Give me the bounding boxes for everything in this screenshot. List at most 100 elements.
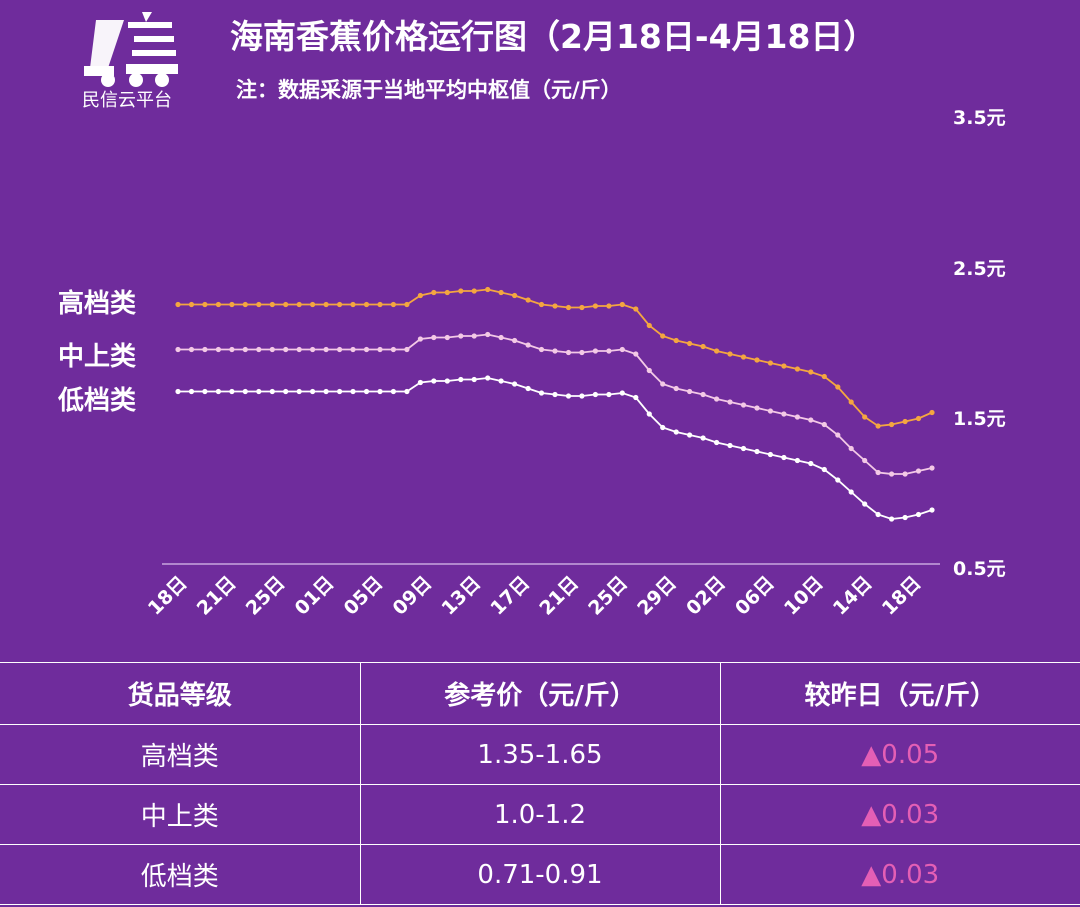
data-point — [485, 331, 491, 338]
data-point — [404, 388, 410, 395]
data-point — [848, 399, 854, 405]
data-point — [323, 388, 329, 395]
data-point — [781, 363, 787, 369]
data-point — [889, 421, 895, 428]
data-point — [215, 388, 221, 395]
series-line-low — [178, 377, 933, 520]
grade-cell: 高档类 — [0, 724, 361, 785]
price-cell: 0.71-0.91 — [359, 844, 721, 905]
data-point — [633, 306, 639, 312]
data-point — [848, 489, 854, 495]
data-point — [202, 388, 208, 395]
data-point — [781, 411, 787, 417]
y-tick-1.5: 1.5元 — [953, 408, 1006, 430]
x-tick-label: 06日 — [731, 572, 779, 620]
data-point — [390, 388, 396, 395]
data-point — [915, 415, 922, 422]
data-point — [525, 385, 531, 392]
data-point — [175, 388, 181, 395]
x-tick-label: 25日 — [242, 572, 290, 620]
data-point — [875, 423, 881, 429]
data-point — [821, 466, 827, 473]
header-change: 较昨日（元/斤） — [719, 662, 1080, 725]
data-point — [714, 348, 720, 354]
data-point — [296, 346, 302, 353]
x-tick-label: 29日 — [633, 572, 681, 620]
data-point — [552, 348, 558, 354]
data-point — [862, 501, 868, 507]
data-point — [310, 346, 316, 353]
data-point — [767, 451, 774, 458]
data-point — [242, 346, 248, 353]
data-point — [471, 288, 477, 294]
data-point — [915, 468, 922, 474]
data-point — [794, 414, 801, 420]
data-point — [431, 289, 437, 296]
data-point — [431, 378, 437, 384]
data-point — [525, 297, 531, 303]
data-point — [619, 346, 625, 353]
data-point — [229, 388, 235, 395]
data-point — [404, 301, 410, 308]
logo-text: 民信云平台 — [82, 90, 172, 111]
data-point — [740, 445, 747, 452]
data-point — [188, 388, 195, 395]
data-point — [794, 366, 801, 372]
data-point — [902, 514, 908, 521]
data-point — [660, 424, 666, 431]
data-point — [323, 301, 329, 308]
data-point — [229, 346, 235, 353]
data-point — [350, 346, 356, 353]
data-point — [835, 384, 841, 390]
data-point — [269, 301, 275, 308]
x-tick-label: 09日 — [389, 572, 437, 620]
data-point — [256, 301, 262, 308]
data-point — [687, 340, 693, 347]
data-point — [835, 477, 841, 483]
data-point — [296, 388, 302, 395]
data-point — [902, 471, 908, 477]
data-point — [296, 301, 302, 308]
data-point — [714, 396, 720, 402]
data-point — [565, 349, 572, 356]
data-point — [673, 385, 679, 392]
data-point — [848, 445, 854, 452]
data-point — [687, 388, 693, 395]
x-tick-label: 05日 — [340, 572, 388, 620]
data-point — [889, 471, 895, 477]
data-point — [754, 405, 760, 411]
x-tick-label: 21日 — [193, 572, 241, 620]
x-tick-label: 02日 — [682, 572, 730, 620]
x-tick-label: 10日 — [780, 572, 828, 620]
header-grade: 货品等级 — [0, 662, 361, 725]
data-point — [565, 304, 572, 311]
data-point — [619, 390, 625, 396]
data-point — [363, 388, 370, 395]
table-row: 低档类 0.71-0.91 ▲0.03 — [0, 844, 1080, 905]
data-point — [431, 334, 437, 341]
data-point — [377, 346, 383, 353]
change-cell: ▲0.03 — [719, 844, 1080, 905]
data-point — [673, 337, 679, 344]
data-point — [188, 301, 195, 308]
data-point — [538, 301, 545, 308]
data-point — [862, 457, 868, 464]
data-point — [660, 381, 666, 387]
data-point — [592, 303, 599, 309]
data-point — [242, 388, 248, 395]
data-point — [498, 334, 504, 341]
x-tick-label: 25日 — [584, 572, 632, 620]
data-point — [673, 429, 679, 435]
data-point — [633, 394, 639, 401]
data-point — [592, 391, 599, 398]
data-point — [337, 301, 343, 308]
table-row: 高档类 1.35-1.65 ▲0.05 — [0, 724, 1080, 785]
data-point — [256, 388, 262, 395]
data-point — [754, 357, 760, 363]
data-point — [175, 301, 181, 308]
x-tick-label: 14日 — [829, 572, 877, 620]
data-point — [875, 511, 881, 518]
data-point — [767, 408, 774, 414]
data-point — [915, 511, 922, 518]
